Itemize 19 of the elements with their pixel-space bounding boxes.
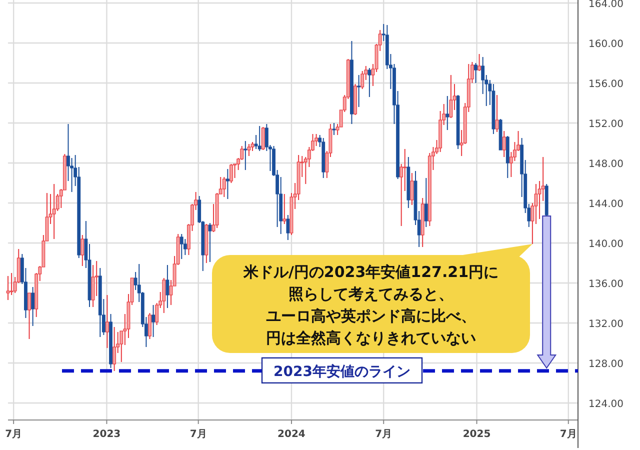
y-tick-label: 132.00: [588, 319, 624, 330]
x-tick-label: 2024: [278, 429, 306, 440]
x-tick-label: 2025: [462, 429, 491, 440]
y-tick-label: 160.00: [588, 39, 624, 50]
y-tick-label: 156.00: [588, 79, 624, 90]
annotation: 米ドル/円の2023年安値127.21円に照らして考えてみると、ユーロ高や英ポンド高に比べ、円は全然高くなりきれていない: [242, 263, 499, 347]
x-tick-label: 7月: [375, 429, 392, 440]
y-tick-label: 124.00: [588, 399, 624, 410]
y-tick-label: 152.00: [588, 119, 624, 130]
y-tick-label: 144.00: [588, 199, 624, 210]
y-tick-label: 140.00: [588, 239, 624, 250]
y-tick-label: 128.00: [588, 359, 624, 370]
y-tick-label: 148.00: [588, 159, 624, 170]
x-tick-label: 7月: [5, 429, 22, 440]
y-tick-label: 136.00: [588, 279, 624, 290]
ref-line-label: 2023年安値のライン: [274, 362, 410, 380]
x-tick-label: 7月: [560, 429, 577, 440]
x-tick-label: 2023: [92, 429, 121, 440]
x-tick-label: 7月: [190, 429, 207, 440]
